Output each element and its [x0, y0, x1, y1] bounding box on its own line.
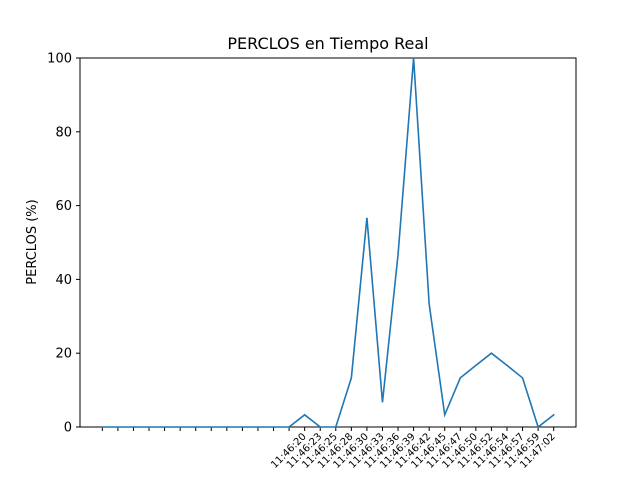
y-axis-label: PERCLOS (%): [25, 199, 40, 284]
chart-title: PERCLOS en Tiempo Real: [227, 34, 428, 53]
y-tick-label: 20: [55, 347, 72, 362]
plot-frame: [79, 57, 577, 428]
y-tick-label: 40: [55, 273, 72, 288]
y-tick-label: 100: [47, 52, 72, 67]
axes: 02040608010011:46:2011:46:2311:46:2511:4…: [47, 52, 577, 471]
y-tick-label: 60: [55, 199, 72, 214]
y-tick-label: 80: [55, 125, 72, 140]
series-line: [101, 57, 555, 429]
y-tick-label: 0: [64, 421, 72, 436]
series-layer: [101, 57, 555, 429]
